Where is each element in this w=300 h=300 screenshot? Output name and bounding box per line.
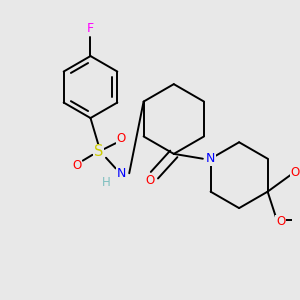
Text: N: N	[206, 152, 215, 165]
Text: N: N	[117, 167, 126, 180]
Text: O: O	[72, 159, 82, 172]
Text: F: F	[87, 22, 94, 35]
Text: O: O	[276, 215, 285, 228]
Text: H: H	[102, 176, 110, 189]
Text: S: S	[94, 144, 103, 159]
Text: O: O	[145, 175, 154, 188]
Text: O: O	[291, 166, 300, 179]
Text: O: O	[117, 132, 126, 145]
